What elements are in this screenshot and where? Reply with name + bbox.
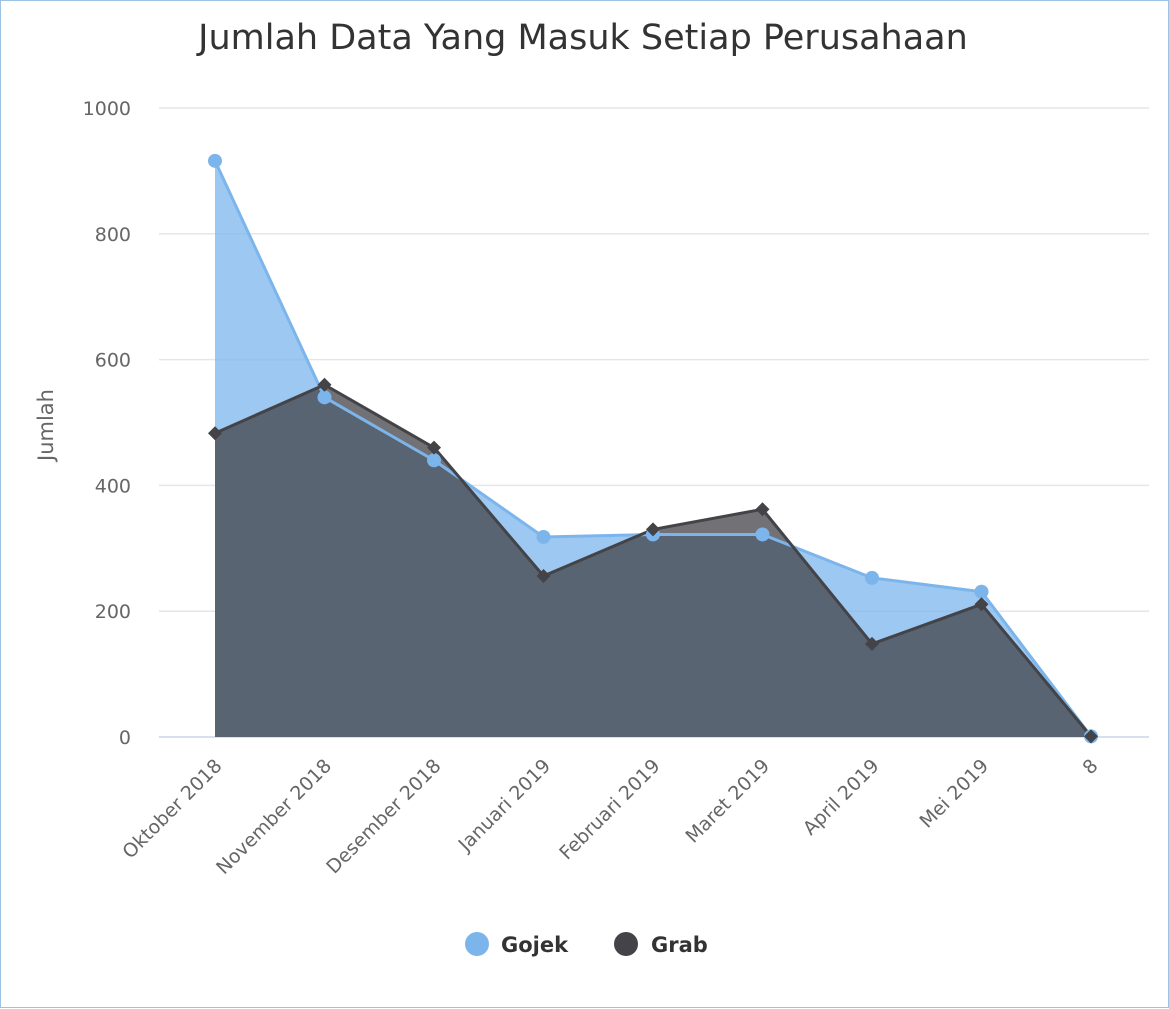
legend-marker-grab — [614, 932, 638, 956]
y-tick-label: 0 — [119, 727, 131, 749]
series-areas — [215, 160, 1091, 737]
data-point-gojek[interactable] — [317, 390, 332, 405]
data-point-grab[interactable] — [208, 426, 222, 441]
y-tick-label: 600 — [95, 350, 131, 372]
data-point-grab[interactable] — [427, 440, 441, 455]
series-markers — [208, 153, 1098, 744]
data-point-gojek[interactable] — [865, 570, 879, 585]
data-point-gojek[interactable] — [974, 584, 989, 599]
legend-label-gojek: Gojek — [501, 933, 569, 957]
y-tick-label: 800 — [95, 224, 131, 246]
data-point-gojek[interactable] — [427, 453, 441, 468]
data-point-grab[interactable] — [536, 568, 551, 583]
data-point-grab[interactable] — [974, 597, 989, 612]
x-tick-label: Maret 2019 — [681, 755, 774, 848]
y-tick-label: 200 — [95, 601, 131, 623]
y-axis-label: Jumlah — [34, 389, 58, 463]
y-tick-label: 1000 — [83, 98, 131, 120]
data-point-gojek[interactable] — [536, 529, 551, 544]
data-point-grab[interactable] — [755, 502, 770, 517]
legend-item-grab[interactable]: Grab — [614, 932, 708, 957]
x-tick-label: Februari 2019 — [555, 755, 664, 864]
data-point-grab[interactable] — [317, 377, 332, 392]
x-tick-label: Desember 2018 — [322, 755, 445, 878]
legend[interactable]: Gojek Grab — [465, 932, 708, 957]
legend-marker-gojek — [465, 932, 489, 956]
data-point-gojek[interactable] — [208, 153, 222, 168]
legend-label-grab: Grab — [651, 933, 708, 957]
data-point-grab[interactable] — [1084, 729, 1098, 744]
x-tick-label: 8 — [1078, 755, 1102, 779]
x-tick-label: Oktober 2018 — [118, 755, 226, 863]
x-tick-label: Mei 2019 — [915, 755, 993, 833]
y-tick-label: 400 — [95, 475, 131, 497]
x-tick-label: Januari 2019 — [454, 755, 555, 856]
data-point-gojek[interactable] — [755, 527, 770, 542]
chart-title: Jumlah Data Yang Masuk Setiap Perusahaan — [196, 18, 968, 58]
x-tick-label: November 2018 — [212, 755, 336, 879]
data-point-grab[interactable] — [646, 522, 660, 537]
legend-item-gojek[interactable]: Gojek — [465, 932, 569, 957]
x-tick-label: April 2019 — [799, 755, 884, 840]
series-area-grab — [215, 384, 1091, 737]
data-point-grab[interactable] — [865, 636, 879, 651]
